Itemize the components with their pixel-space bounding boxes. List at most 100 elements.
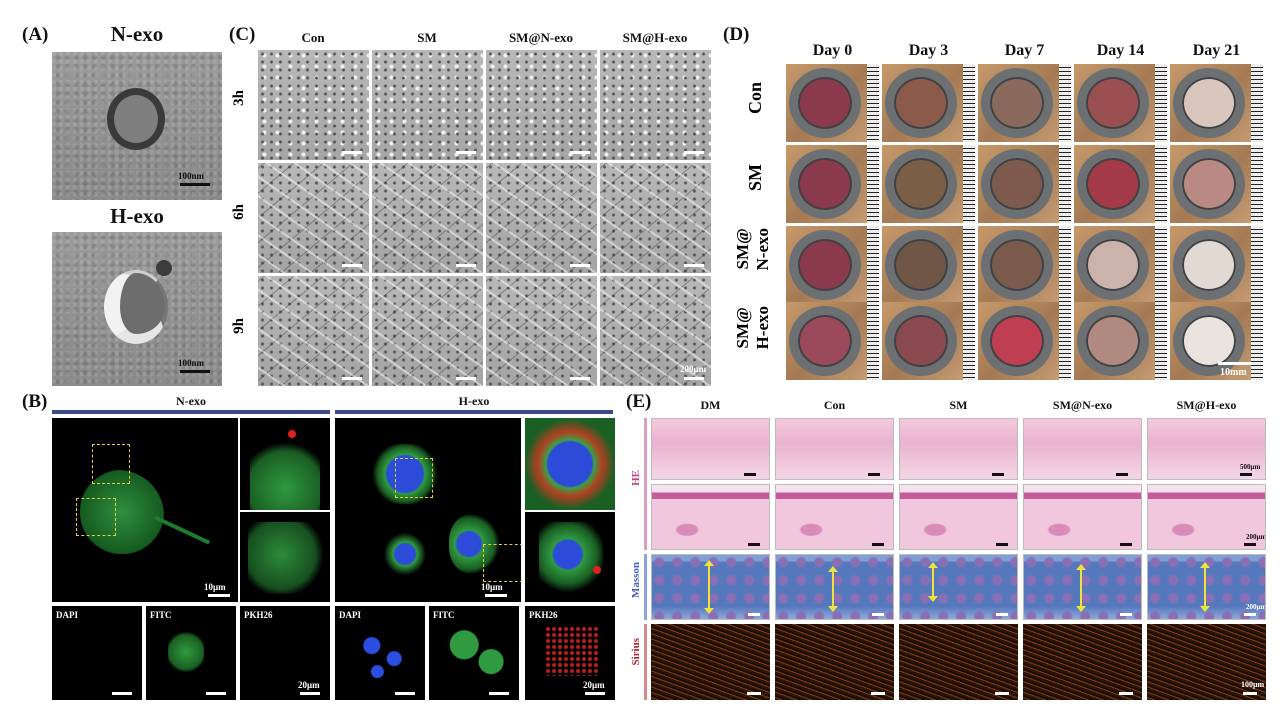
n-exo-cell [80,470,164,554]
n-exo-small-scale-text: 20μm [298,680,320,690]
h-exo-fitc-scale-bar [489,692,509,695]
silicone-splint [1077,149,1149,219]
panel-b-n-header: N-exo [176,394,206,408]
ruler [1155,226,1167,304]
tube-image-6h-con [258,163,369,273]
n-exo-pkh26-label: PKH26 [244,610,273,620]
tube-scale-bar [570,377,590,380]
h-exo-main-scale-text: 10μm [481,582,503,592]
he-overview-dm [651,418,770,480]
he-scale-bar [1116,473,1128,476]
silicone-splint [981,306,1053,376]
he-zoom-sm-h-exo: 200μm [1147,484,1266,550]
he-scale-bar [868,473,880,476]
ruler [1251,145,1263,223]
tube-scale-bar [342,151,362,154]
n-exo-dapi-scale-bar [112,692,132,695]
ruler [867,226,879,304]
tube-image-9h-con [258,276,369,386]
sirius-scale-bar [747,692,761,695]
ruler [1251,302,1263,380]
tube-scale-bar [684,151,704,154]
n-exo-merge-image: 10μm [52,418,238,602]
thickness-arrow [1076,564,1086,612]
h-exo-cell-1 [371,444,439,504]
panel-c-col-sm: SM [417,30,437,45]
tube-scale-bar [456,264,476,267]
panel-c-col-sm-h-exo: SM@H-exo [622,30,688,45]
wound-photo-sm-n-exo-day14 [1074,226,1167,304]
n-exo-main-scale-text: 10μm [204,582,226,592]
silicone-splint [981,149,1053,219]
wound-photo-con-day21 [1170,64,1263,142]
panel-c-col-con: Con [301,30,325,45]
sirius-sm-h-exo: 100μm [1147,624,1266,700]
ruler [1059,64,1071,142]
masson-dm [651,554,770,620]
n-exo-zoom-1-cell [250,438,320,510]
sirius-scale-text: 100μm [1241,680,1265,689]
he-zoom-sm [899,484,1018,550]
thickness-arrow [1200,562,1210,612]
n-exo-vesicle [107,88,165,150]
tube-scale-bar [342,377,362,380]
tube-image-3h-sm-n-exo [486,50,597,160]
wound-photo-con-day3 [882,64,975,142]
he-overview-sm [899,418,1018,480]
n-exo-zoom-2 [240,512,330,602]
n-exo-pkh26: PKH26 20μm [240,606,330,700]
thickness-arrow [828,566,838,612]
he-zoom-con [775,484,894,550]
tube-scale-bar [684,264,704,267]
silicone-splint [1173,149,1245,219]
n-exo-cell-process [153,515,211,545]
silicone-splint [1077,68,1149,138]
n-exo-fitc-scale-bar [206,692,226,695]
silicone-splint [789,149,861,219]
panel-c-col-sm-n-exo: SM@N-exo [508,30,574,45]
he-zoom-scale-bar [1120,543,1132,546]
sirius-scale-bar [995,692,1009,695]
wound-photo-sm-day7 [978,145,1071,223]
he-zoom-scale-bar [748,543,760,546]
tube-scale-bar [342,264,362,267]
ruler [1059,145,1071,223]
sirius-scale-bar [871,692,885,695]
h-exo-pkh26: PKH26 20μm [525,606,615,700]
panel-e-col-con: Con [823,398,846,412]
h-exo-merge-image: 10μm [335,418,521,602]
ruler [963,302,975,380]
panel-e-row-masson: Masson [630,562,642,599]
panel-b-n-header-line [52,410,330,414]
sirius-con [775,624,894,700]
wound-photo-sm-n-exo-day21 [1170,226,1263,304]
panel-e-row-he: HE [630,470,642,486]
panel-d-label: (D) [723,24,750,45]
tube-image-6h-sm-n-exo [486,163,597,273]
n-exo-fitc-label: FITC [150,610,172,620]
wound-photo-sm-h-exo-day21: 10mm [1170,302,1263,380]
ruler [867,64,879,142]
masson-con [775,554,894,620]
silicone-splint [885,68,957,138]
h-exo-tem-image: 100nm [52,232,222,386]
wound-photo-sm-n-exo-day7 [978,226,1071,304]
tube-scale-bar [456,377,476,380]
silicone-splint [789,230,861,300]
h-exo-zoom-box-2 [483,544,521,582]
masson-scale-bar [872,613,884,616]
n-exo-zoom-1-red-dot [288,430,296,438]
h-exo-fitc: FITC [429,606,519,700]
tube-image-9h-sm-h-exo: 200μm [600,276,711,386]
silicone-splint [1173,68,1245,138]
h-exo-zoom-box-1 [395,458,433,498]
he-zoom-scale-bar [1244,543,1256,546]
tube-image-6h-sm-h-exo [600,163,711,273]
sirius-side-bar [644,624,647,700]
sirius-sm [899,624,1018,700]
panel-d-col-day7: Day 7 [1004,42,1045,59]
wound-photo-sm-h-exo-day0 [786,302,879,380]
wound-photo-sm-day0 [786,145,879,223]
wound-photo-con-day7 [978,64,1071,142]
he-scale-bar [744,473,756,476]
